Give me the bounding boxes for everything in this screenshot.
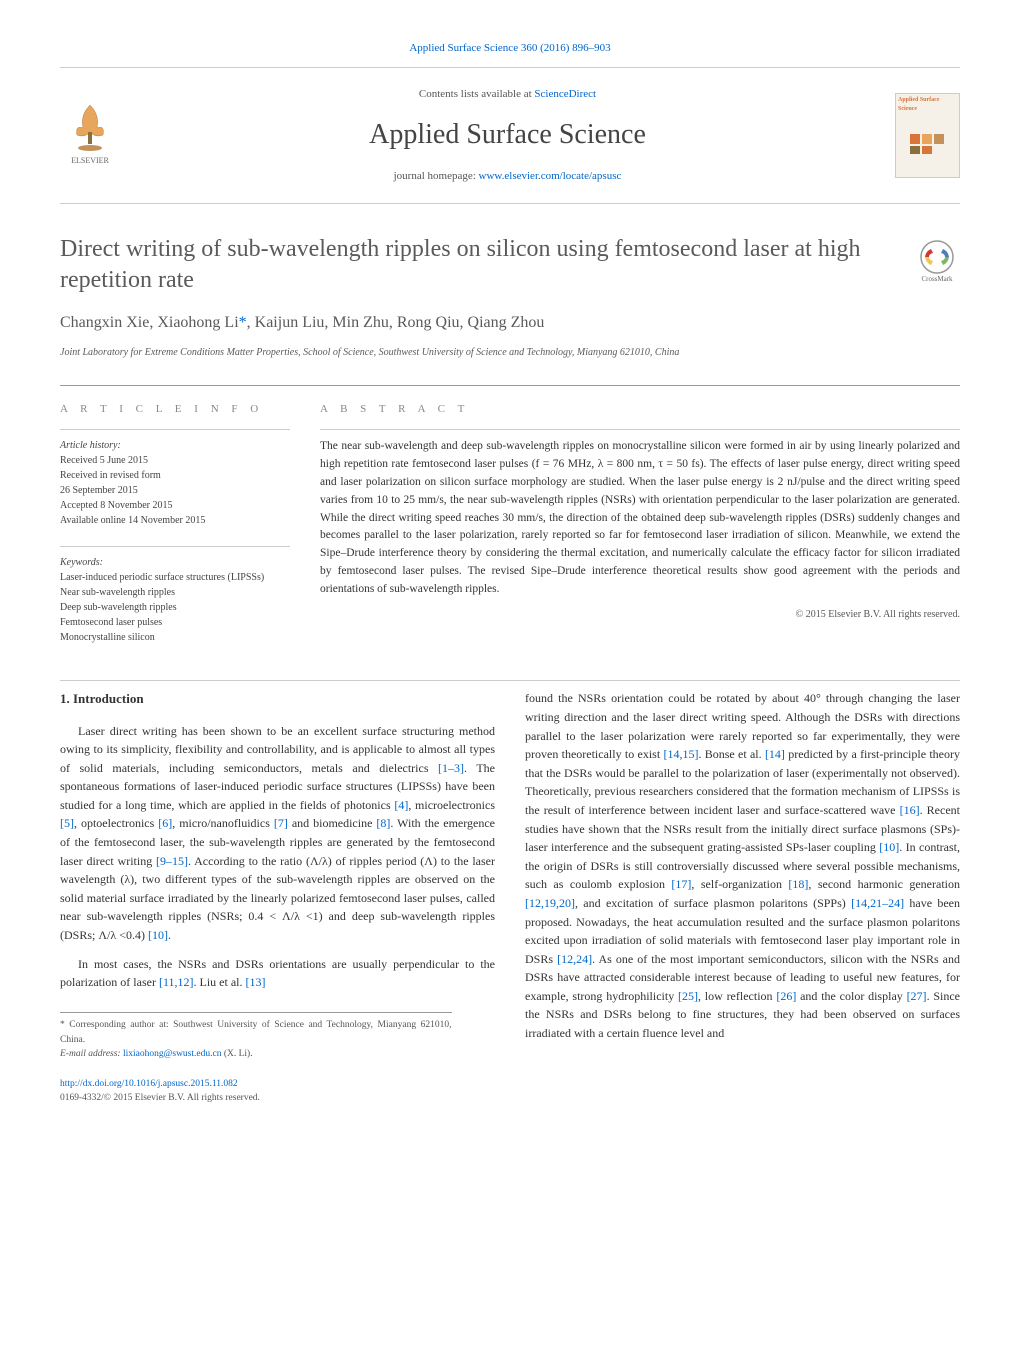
citation[interactable]: [10]: [148, 928, 168, 942]
journal-homepage: journal homepage: www.elsevier.com/locat…: [120, 168, 895, 185]
citation[interactable]: [7]: [274, 816, 288, 830]
keyword: Femtosecond laser pulses: [60, 615, 290, 630]
citation[interactable]: [14,21–24]: [851, 896, 904, 910]
corresponding-marker: *: [239, 314, 247, 331]
abstract-text: The near sub-wavelength and deep sub-wav…: [320, 429, 960, 598]
paragraph: In most cases, the NSRs and DSRs orienta…: [60, 955, 495, 992]
column-left: 1. Introduction Laser direct writing has…: [60, 689, 495, 1062]
citation[interactable]: [27]: [907, 989, 927, 1003]
page-footer: http://dx.doi.org/10.1016/j.apsusc.2015.…: [60, 1077, 960, 1106]
keyword: Monocrystalline silicon: [60, 630, 290, 645]
citation[interactable]: [18]: [788, 877, 808, 891]
citation[interactable]: [26]: [776, 989, 796, 1003]
history-line: Accepted 8 November 2015: [60, 498, 290, 513]
keyword: Near sub-wavelength ripples: [60, 585, 290, 600]
citation[interactable]: [13]: [246, 975, 266, 989]
article-info-block: a r t i c l e i n f o Article history: R…: [60, 401, 290, 646]
citation[interactable]: [16]: [900, 803, 920, 817]
citation[interactable]: [9–15]: [156, 854, 188, 868]
citation[interactable]: [5]: [60, 816, 74, 830]
history-line: Received 5 June 2015: [60, 453, 290, 468]
history-line: Available online 14 November 2015: [60, 513, 290, 528]
body-text-columns: 1. Introduction Laser direct writing has…: [60, 689, 960, 1062]
journal-reference[interactable]: Applied Surface Science 360 (2016) 896–9…: [60, 40, 960, 57]
citation[interactable]: [14]: [765, 747, 785, 761]
svg-text:CrossMark: CrossMark: [921, 275, 953, 283]
contents-available: Contents lists available at ScienceDirec…: [120, 86, 895, 103]
article-info-label: a r t i c l e i n f o: [60, 401, 290, 418]
abstract-copyright: © 2015 Elsevier B.V. All rights reserved…: [320, 607, 960, 622]
history-line: Received in revised form: [60, 468, 290, 483]
section-heading: 1. Introduction: [60, 689, 495, 709]
corresponding-author: * Corresponding author at: Southwest Uni…: [60, 1018, 452, 1047]
citation[interactable]: [1–3]: [438, 761, 464, 775]
title-row: Direct writing of sub-wavelength ripples…: [60, 234, 960, 296]
divider: [60, 67, 960, 68]
publisher-label: ELSEVIER: [71, 155, 109, 167]
doi-link[interactable]: http://dx.doi.org/10.1016/j.apsusc.2015.…: [60, 1077, 960, 1091]
citation[interactable]: [6]: [158, 816, 172, 830]
citation[interactable]: [14,15]: [663, 747, 698, 761]
email-link[interactable]: lixiaohong@swust.edu.cn: [123, 1049, 221, 1059]
header-center: Contents lists available at ScienceDirec…: [120, 86, 895, 185]
crossmark-icon: CrossMark: [915, 239, 960, 284]
paragraph: Laser direct writing has been shown to b…: [60, 722, 495, 945]
email-line: E-mail address: lixiaohong@swust.edu.cn …: [60, 1047, 452, 1062]
column-right: found the NSRs orientation could be rota…: [525, 689, 960, 1062]
crossmark-badge[interactable]: CrossMark: [915, 239, 960, 284]
article-history: Article history: Received 5 June 2015 Re…: [60, 429, 290, 528]
keyword: Deep sub-wavelength ripples: [60, 600, 290, 615]
citation[interactable]: [8]: [376, 816, 390, 830]
footnote-block: * Corresponding author at: Southwest Uni…: [60, 1012, 452, 1062]
article-title: Direct writing of sub-wavelength ripples…: [60, 234, 895, 296]
keyword: Laser-induced periodic surface structure…: [60, 570, 290, 585]
abstract-label: a b s t r a c t: [320, 401, 960, 418]
paragraph: found the NSRs orientation could be rota…: [525, 689, 960, 1042]
issn-copyright: 0169-4332/© 2015 Elsevier B.V. All right…: [60, 1091, 960, 1105]
journal-cover-thumbnail[interactable]: Applied Surface Science: [895, 93, 960, 178]
keywords: Keywords: Laser-induced periodic surface…: [60, 546, 290, 645]
abstract-block: a b s t r a c t The near sub-wavelength …: [320, 401, 960, 646]
divider: [60, 680, 960, 681]
citation[interactable]: [11,12]: [159, 975, 194, 989]
elsevier-logo[interactable]: ELSEVIER: [60, 100, 120, 170]
citation[interactable]: [12,19,20]: [525, 896, 575, 910]
sciencedirect-link[interactable]: ScienceDirect: [534, 88, 596, 100]
info-abstract-row: a r t i c l e i n f o Article history: R…: [60, 385, 960, 646]
citation[interactable]: [25]: [678, 989, 698, 1003]
affiliation: Joint Laboratory for Extreme Conditions …: [60, 345, 960, 360]
journal-header: Applied Surface Science 360 (2016) 896–9…: [60, 40, 960, 204]
citation[interactable]: [17]: [671, 877, 691, 891]
homepage-link[interactable]: www.elsevier.com/locate/apsusc: [479, 170, 622, 182]
citation[interactable]: [4]: [394, 798, 408, 812]
citation[interactable]: [12,24]: [557, 952, 592, 966]
citation[interactable]: [10]: [879, 840, 899, 854]
history-line: 26 September 2015: [60, 483, 290, 498]
author-list: Changxin Xie, Xiaohong Li*, Kaijun Liu, …: [60, 311, 960, 335]
divider: [60, 203, 960, 204]
journal-title: Applied Surface Science: [120, 114, 895, 156]
cover-art-icon: [908, 132, 948, 157]
elsevier-tree-icon: [65, 100, 115, 155]
